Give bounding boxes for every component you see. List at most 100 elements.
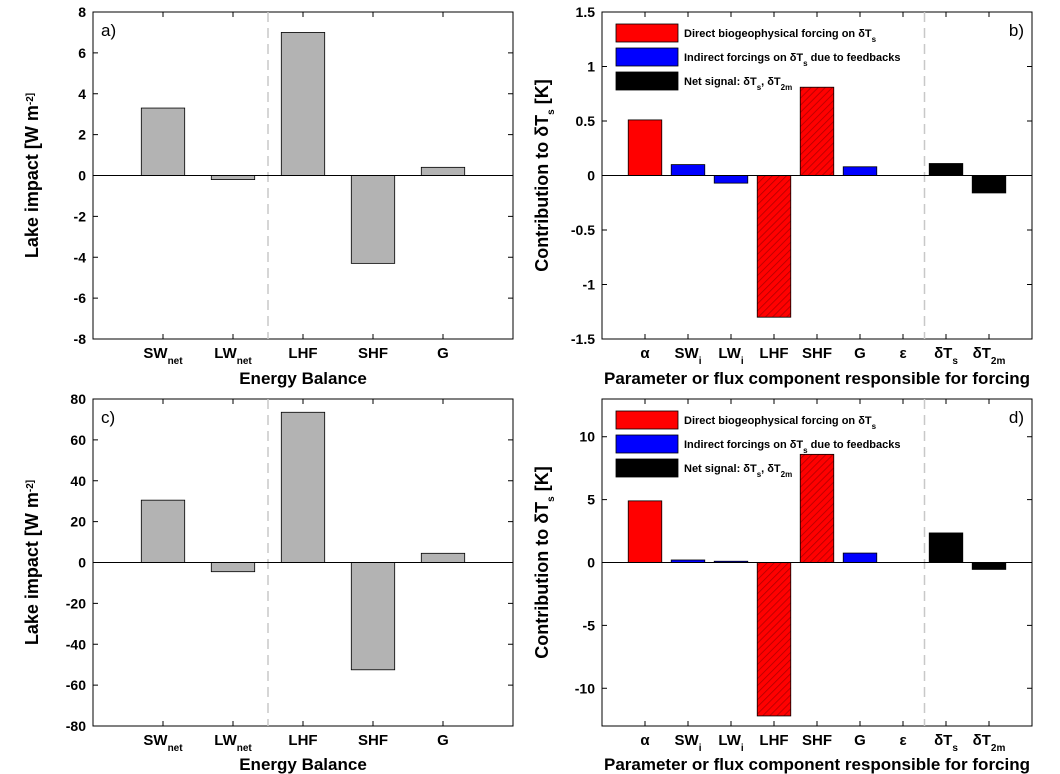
legend-entry: Net signal: δTs, δT2m — [684, 463, 792, 479]
y-tick-label: 8 — [78, 4, 86, 20]
y-tick-label: 6 — [78, 45, 86, 61]
x-tick-label: SWi — [675, 345, 702, 367]
x-tick-label: G — [854, 345, 866, 362]
legend: Direct biogeophysical forcing on δTs Indi… — [615, 23, 901, 92]
y-tick-label: 0 — [78, 168, 86, 184]
y-tick-label: 4 — [78, 86, 86, 102]
bar-G — [420, 166, 466, 176]
x-tick-label: LWnet — [214, 732, 252, 754]
panel-label: d) — [1009, 408, 1024, 427]
y-tick-label: 60 — [70, 432, 86, 448]
bar-LWi — [713, 175, 749, 184]
bar-LHF — [756, 562, 792, 717]
bar-LHF — [756, 175, 792, 318]
y-tick-label: -40 — [66, 636, 86, 652]
legend-swatch — [615, 458, 679, 478]
y-axis-label: Contribution to δTs [K] — [532, 466, 557, 658]
x-tick-label: LWnet — [214, 345, 252, 367]
x-tick-label: δTs — [934, 345, 958, 367]
bar-LWnet — [210, 175, 256, 180]
panel-1: -8 -6 -4 -2 0 2 4 6 8 SWnet LWnet LHF SHF G Energy Bal… — [22, 4, 514, 388]
bar-LHF — [280, 32, 326, 176]
x-tick-label: δT2m — [973, 345, 1006, 367]
panel-label: b) — [1009, 21, 1024, 40]
bar-SHF — [350, 562, 396, 671]
y-tick-label: -0.5 — [571, 222, 595, 238]
y-tick-label: 1.5 — [576, 4, 596, 20]
bar-LHF — [280, 411, 326, 563]
bar-G — [420, 552, 466, 563]
legend-entry: Net signal: δTs, δT2m — [684, 76, 792, 92]
y-tick-label: -5 — [583, 617, 596, 633]
x-tick-label: α — [640, 345, 650, 362]
x-axis-label: Parameter or flux component responsible … — [604, 369, 1030, 388]
y-tick-label: -8 — [74, 331, 87, 347]
y-tick-label: -80 — [66, 718, 86, 734]
x-tick-label: SWnet — [143, 345, 183, 367]
panel-label: a) — [101, 21, 116, 40]
y-tick-label: 5 — [587, 492, 595, 508]
legend-swatch — [615, 47, 679, 67]
x-axis-label: Parameter or flux component responsible … — [604, 755, 1030, 774]
y-tick-label: -1 — [583, 277, 596, 293]
bar-LWnet — [210, 562, 256, 573]
x-tick-label: LWi — [718, 345, 744, 367]
x-tick-label: G — [437, 345, 449, 362]
x-tick-label: LHF — [759, 732, 788, 749]
y-tick-label: 0 — [587, 555, 595, 571]
x-tick-label: SHF — [802, 345, 832, 362]
bar-SHF — [799, 453, 835, 563]
y-tick-label: -10 — [575, 680, 595, 696]
legend-entry: Direct biogeophysical forcing on δTs — [684, 28, 877, 44]
x-tick-label: ε — [899, 732, 906, 749]
bar- — [627, 119, 663, 176]
y-tick-label: 20 — [70, 514, 86, 530]
x-tick-label: SHF — [358, 732, 388, 749]
x-tick-label: δT2m — [973, 732, 1006, 754]
bar-SWnet — [140, 499, 186, 563]
x-tick-label: LHF — [288, 732, 317, 749]
x-tick-label: LHF — [288, 345, 317, 362]
y-axis-label: Contribution to δTs [K] — [532, 79, 557, 271]
legend-entry: Indirect forcings on δTs due to feedback… — [684, 52, 901, 68]
legend-swatch — [615, 71, 679, 91]
bar-G — [842, 552, 878, 563]
bar- — [627, 500, 663, 563]
y-tick-label: -1.5 — [571, 331, 595, 347]
x-tick-label: α — [640, 732, 650, 749]
y-axis-label: Lake impact [W m-2] — [22, 480, 42, 645]
legend-swatch — [615, 23, 679, 43]
y-tick-label: 1 — [587, 59, 595, 75]
y-tick-label: -20 — [66, 595, 86, 611]
y-tick-label: 0.5 — [576, 113, 596, 129]
x-tick-label: G — [854, 732, 866, 749]
y-tick-label: -2 — [74, 208, 87, 224]
bar-Ts — [928, 163, 964, 176]
bar-Ts — [928, 532, 964, 563]
panel-3: -80 -60 -40 -20 0 20 40 60 80 SWnet LWnet LHF SHF G En… — [22, 391, 514, 774]
y-tick-label: 80 — [70, 391, 86, 407]
x-tick-label: G — [437, 732, 449, 749]
legend-entry: Indirect forcings on δTs due to feedback… — [684, 439, 901, 455]
x-axis-label: Energy Balance — [239, 369, 367, 388]
legend-entry: Direct biogeophysical forcing on δTs — [684, 415, 877, 431]
x-axis-label: Energy Balance — [239, 755, 367, 774]
y-tick-label: -6 — [74, 290, 87, 306]
x-tick-label: SHF — [802, 732, 832, 749]
legend: Direct biogeophysical forcing on δTs Indi… — [615, 410, 901, 479]
bar-SHF — [799, 86, 835, 176]
bar-SWi — [670, 164, 706, 176]
y-tick-label: 10 — [579, 429, 595, 445]
x-tick-label: SWi — [675, 732, 702, 754]
y-tick-label: 0 — [78, 555, 86, 571]
y-tick-label: 2 — [78, 127, 86, 143]
panel-label: c) — [101, 408, 115, 427]
bar-T2m — [971, 175, 1007, 194]
legend-swatch — [615, 410, 679, 430]
y-tick-label: -4 — [74, 249, 87, 265]
bar-T2m — [971, 562, 1007, 570]
x-tick-label: SHF — [358, 345, 388, 362]
